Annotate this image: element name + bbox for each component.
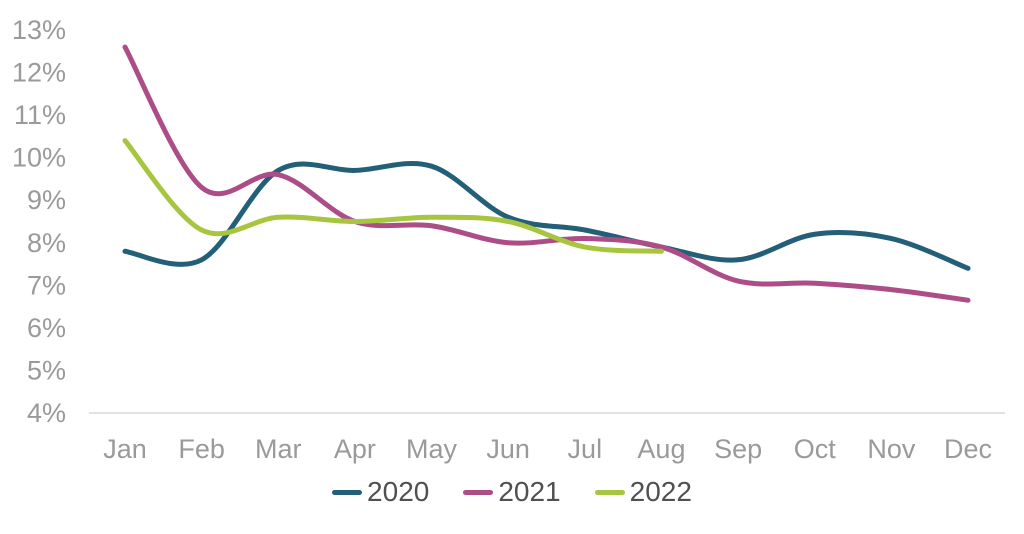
x-axis-tick-label: Dec <box>944 434 992 464</box>
x-axis-tick-label: Jan <box>103 434 147 464</box>
y-axis-tick-label: 12% <box>12 58 66 88</box>
series-line-2022 <box>122 138 664 254</box>
x-axis-tick-label: Feb <box>178 434 225 464</box>
x-axis-tick-label: Mar <box>255 434 302 464</box>
y-axis-tick-label: 8% <box>27 228 66 258</box>
y-axis-tick-label: 5% <box>27 355 66 385</box>
y-axis-tick-label: 10% <box>12 143 66 173</box>
legend-label-2022: 2022 <box>629 476 692 507</box>
y-axis-tick-label: 4% <box>27 398 66 428</box>
legend-label-2020: 2020 <box>367 476 430 507</box>
legend-swatch-2022 <box>594 489 625 495</box>
x-axis-tick-label: Nov <box>867 434 916 464</box>
x-axis-tick-label: Sep <box>714 434 762 464</box>
x-axis-tick-label: Aug <box>637 434 685 464</box>
x-axis-tick-label: Apr <box>334 434 376 464</box>
series-line-2020 <box>122 160 971 271</box>
x-axis-tick-label: May <box>406 434 458 464</box>
y-axis-tick-label: 11% <box>14 100 66 130</box>
y-axis-tick-label: 7% <box>27 270 66 300</box>
legend-swatch-2020 <box>332 489 363 495</box>
legend-swatch-2021 <box>463 489 494 495</box>
y-axis-tick-label: 9% <box>27 185 66 215</box>
series-line-2021 <box>122 44 971 303</box>
chart-legend: 2020 2021 2022 <box>0 476 1024 508</box>
legend-item-2021: 2021 <box>463 476 561 508</box>
x-axis-tick-label: Oct <box>794 434 837 464</box>
x-axis-tick-label: Jun <box>486 434 530 464</box>
x-axis-tick-label: Jul <box>568 434 603 464</box>
y-axis-tick-label: 13% <box>12 15 66 45</box>
legend-label-2021: 2021 <box>498 476 561 507</box>
legend-item-2020: 2020 <box>332 476 429 508</box>
y-axis-tick-label: 6% <box>27 313 66 343</box>
legend-item-2022: 2022 <box>594 476 692 508</box>
